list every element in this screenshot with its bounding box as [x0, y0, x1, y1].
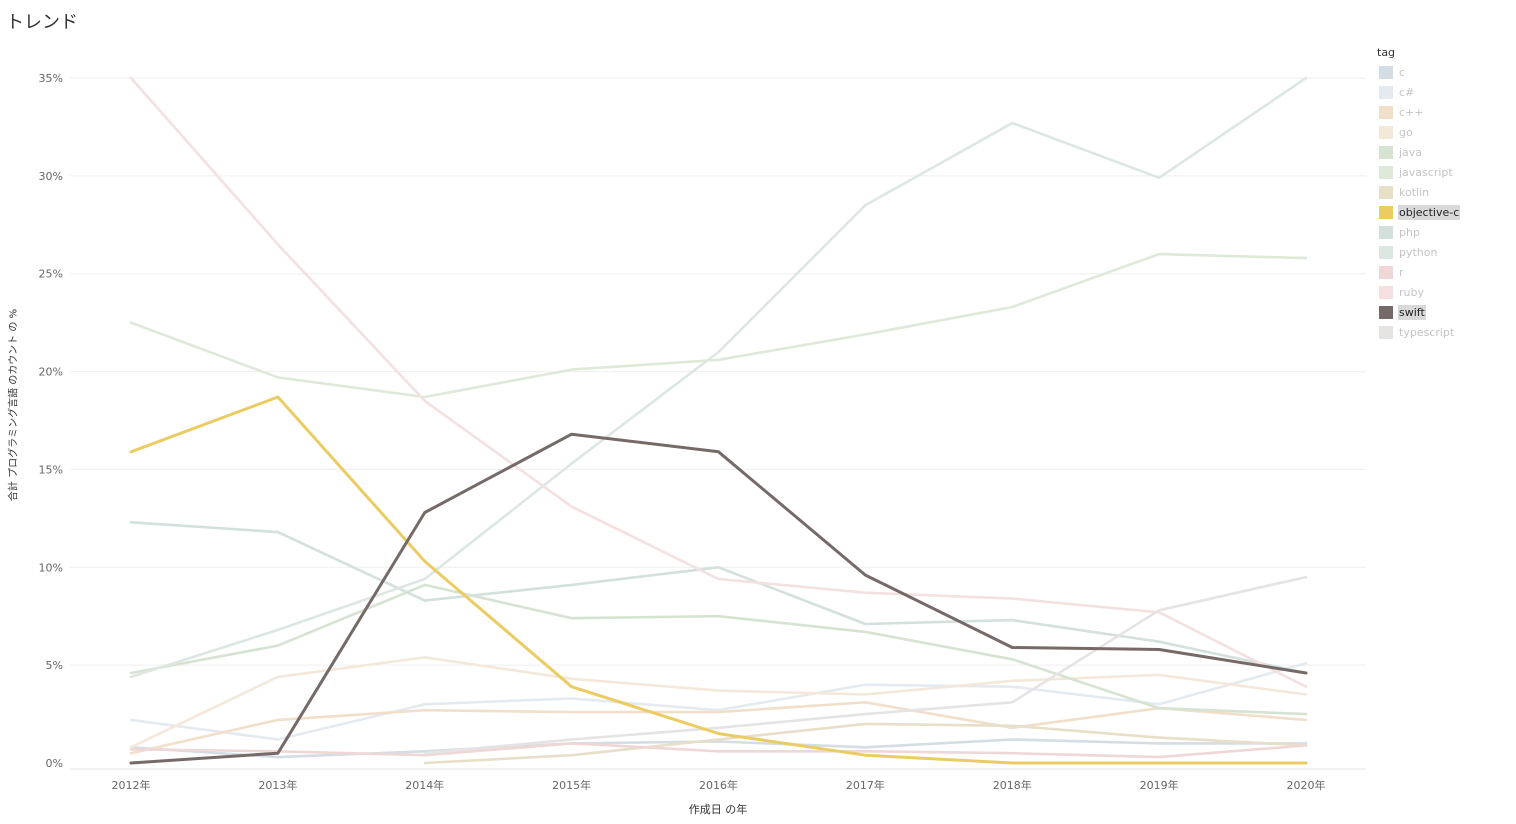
legend-label: kotlin: [1399, 185, 1430, 199]
legend-label: php: [1399, 225, 1420, 239]
series-lines: [129, 76, 1308, 765]
legend-swatch: [1379, 165, 1393, 179]
series-line-objective-c[interactable]: [129, 395, 1308, 765]
legend-swatch: [1379, 125, 1393, 139]
x-tick-label: 2012年: [112, 778, 151, 792]
legend-item[interactable]: php: [1376, 222, 1506, 242]
legend-swatch: [1379, 145, 1393, 159]
x-tick-label: 2016年: [699, 778, 738, 792]
legend-swatch: [1379, 185, 1393, 199]
legend-items: c c# c++ go java javascript kotlin objective-c p…: [1376, 62, 1506, 342]
y-tick-label: 0%: [46, 757, 63, 770]
legend-item[interactable]: kotlin: [1376, 182, 1506, 202]
legend-title: tag: [1377, 46, 1396, 59]
series-line-c-[interactable]: [129, 701, 1308, 755]
legend-label: javascript: [1399, 165, 1453, 179]
legend-swatch: [1379, 285, 1393, 299]
y-tick-label: 20%: [39, 366, 63, 379]
page-title: トレンド: [6, 12, 78, 33]
series-line-c-[interactable]: [129, 661, 1308, 741]
y-tick-label: 10%: [39, 561, 63, 574]
legend-label: c#: [1399, 85, 1415, 99]
legend-item[interactable]: c#: [1376, 82, 1506, 102]
x-tick-label: 2018年: [993, 778, 1032, 792]
series-line-python[interactable]: [129, 76, 1308, 679]
legend: tag c c# c++ go java javascript kotlin objectiv…: [1376, 46, 1506, 342]
y-tick-label: 30%: [39, 170, 63, 183]
legend-swatch: [1379, 245, 1393, 259]
y-tick-label: 25%: [39, 268, 63, 281]
x-tick-label: 2019年: [1140, 778, 1179, 792]
legend-swatch: [1379, 305, 1393, 319]
legend-item[interactable]: java: [1376, 142, 1506, 162]
legend-swatch: [1379, 265, 1393, 279]
x-axis-title: 作成日 の年: [688, 803, 748, 816]
legend-label: swift: [1398, 304, 1426, 320]
x-tick-label: 2013年: [258, 778, 297, 792]
y-axis-ticks: 0% 5% 10% 15% 20% 25% 30% 35%: [39, 72, 63, 770]
series-line-swift[interactable]: [129, 432, 1308, 765]
legend-item[interactable]: go: [1376, 122, 1506, 142]
legend-item[interactable]: ruby: [1376, 282, 1506, 302]
legend-label: r: [1399, 265, 1404, 279]
series-line-ruby[interactable]: [129, 76, 1308, 688]
legend-label: c++: [1399, 105, 1424, 119]
legend-swatch: [1379, 225, 1393, 239]
legend-item[interactable]: typescript: [1376, 322, 1506, 342]
legend-item[interactable]: swift: [1376, 302, 1506, 322]
legend-label: java: [1399, 145, 1423, 159]
series-line-c[interactable]: [129, 738, 1308, 759]
legend-swatch: [1379, 205, 1393, 219]
x-tick-label: 2015年: [552, 778, 591, 792]
series-line-kotlin[interactable]: [423, 722, 1308, 765]
legend-swatch: [1379, 65, 1393, 79]
x-axis-ticks: 2012年 2013年 2014年 2015年 2016年 2017年 2018年 2019年…: [112, 778, 1326, 792]
series-line-php[interactable]: [129, 521, 1308, 675]
legend-label: ruby: [1399, 285, 1424, 299]
legend-label: python: [1399, 245, 1438, 259]
legend-swatch: [1379, 85, 1393, 99]
legend-item[interactable]: javascript: [1376, 162, 1506, 182]
legend-item[interactable]: objective-c: [1376, 202, 1506, 222]
legend-item[interactable]: c++: [1376, 102, 1506, 122]
legend-item[interactable]: r: [1376, 262, 1506, 282]
series-line-javascript[interactable]: [129, 252, 1308, 399]
legend-item[interactable]: c: [1376, 62, 1506, 82]
legend-swatch: [1379, 105, 1393, 119]
legend-label: c: [1399, 65, 1406, 79]
y-tick-label: 5%: [46, 659, 63, 672]
x-tick-label: 2014年: [405, 778, 444, 792]
legend-swatch: [1379, 325, 1393, 339]
legend-item[interactable]: python: [1376, 242, 1506, 262]
legend-label: go: [1399, 125, 1413, 139]
y-tick-label: 15%: [39, 463, 63, 476]
series-line-typescript[interactable]: [423, 575, 1308, 755]
legend-label: objective-c: [1398, 204, 1461, 220]
legend-label: typescript: [1399, 325, 1455, 339]
gridlines: [70, 77, 1366, 770]
x-tick-label: 2020年: [1287, 778, 1326, 792]
y-tick-label: 35%: [39, 72, 63, 85]
x-tick-label: 2017年: [846, 778, 885, 792]
series-line-java[interactable]: [129, 583, 1308, 716]
series-line-r[interactable]: [129, 742, 1308, 759]
